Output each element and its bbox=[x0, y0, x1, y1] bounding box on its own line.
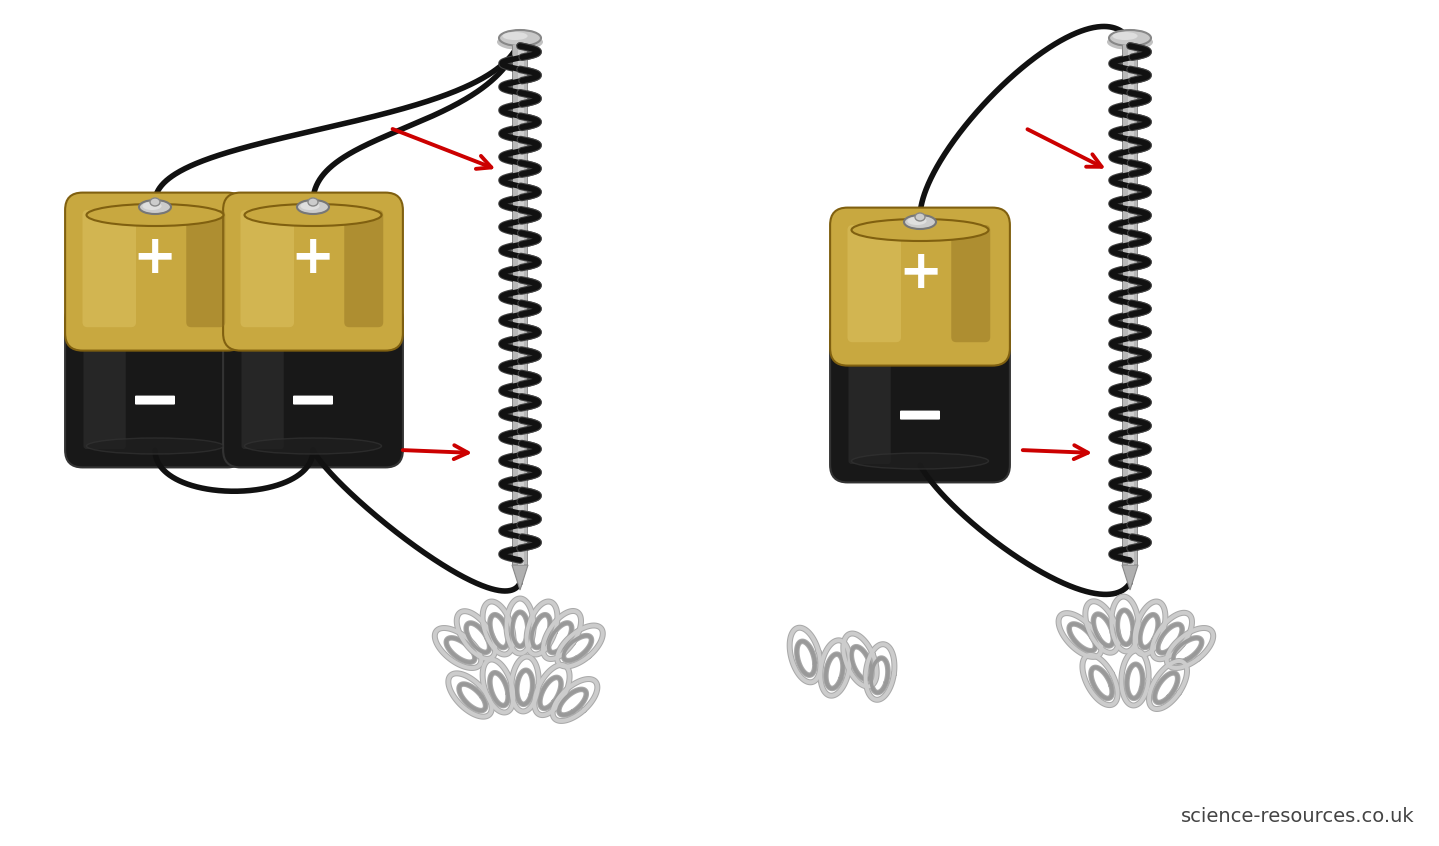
Ellipse shape bbox=[245, 204, 381, 226]
Ellipse shape bbox=[1112, 32, 1138, 40]
Ellipse shape bbox=[308, 198, 318, 206]
Ellipse shape bbox=[908, 217, 927, 225]
Ellipse shape bbox=[502, 32, 528, 40]
Ellipse shape bbox=[245, 438, 381, 454]
FancyBboxPatch shape bbox=[951, 225, 990, 342]
FancyBboxPatch shape bbox=[830, 318, 1010, 482]
Bar bbox=[1128, 46, 1134, 560]
Bar bbox=[518, 46, 524, 560]
FancyBboxPatch shape bbox=[82, 210, 137, 327]
Bar bbox=[1128, 45, 1134, 565]
Bar bbox=[1122, 46, 1137, 560]
Ellipse shape bbox=[499, 30, 541, 46]
Ellipse shape bbox=[1107, 34, 1153, 50]
Bar bbox=[1122, 45, 1125, 565]
FancyBboxPatch shape bbox=[83, 322, 125, 449]
Ellipse shape bbox=[852, 219, 989, 241]
FancyBboxPatch shape bbox=[344, 210, 383, 327]
Text: +: + bbox=[132, 233, 177, 284]
Ellipse shape bbox=[86, 438, 223, 454]
Bar bbox=[512, 45, 527, 565]
FancyBboxPatch shape bbox=[899, 410, 940, 420]
Ellipse shape bbox=[301, 202, 319, 210]
Ellipse shape bbox=[296, 200, 330, 214]
Bar bbox=[525, 45, 528, 565]
Ellipse shape bbox=[1109, 30, 1151, 46]
Polygon shape bbox=[512, 565, 528, 590]
Text: science-resources.co.uk: science-resources.co.uk bbox=[1181, 807, 1415, 826]
Ellipse shape bbox=[852, 453, 989, 469]
FancyBboxPatch shape bbox=[65, 303, 245, 467]
Bar bbox=[512, 45, 515, 565]
Bar bbox=[518, 45, 524, 565]
Ellipse shape bbox=[915, 213, 925, 221]
Ellipse shape bbox=[86, 204, 223, 226]
Bar bbox=[1135, 45, 1138, 565]
FancyBboxPatch shape bbox=[240, 210, 294, 327]
Text: +: + bbox=[291, 233, 335, 284]
FancyBboxPatch shape bbox=[294, 396, 332, 404]
FancyBboxPatch shape bbox=[65, 193, 245, 350]
Ellipse shape bbox=[140, 200, 171, 214]
Text: +: + bbox=[898, 247, 943, 299]
FancyBboxPatch shape bbox=[135, 396, 176, 404]
Ellipse shape bbox=[150, 198, 160, 206]
FancyBboxPatch shape bbox=[849, 338, 891, 464]
Ellipse shape bbox=[496, 34, 543, 50]
FancyBboxPatch shape bbox=[186, 210, 226, 327]
FancyBboxPatch shape bbox=[242, 322, 283, 449]
Bar bbox=[1122, 45, 1137, 565]
FancyBboxPatch shape bbox=[830, 207, 1010, 365]
FancyBboxPatch shape bbox=[848, 225, 901, 342]
Bar bbox=[512, 46, 527, 560]
FancyBboxPatch shape bbox=[223, 303, 403, 467]
FancyBboxPatch shape bbox=[223, 193, 403, 350]
Ellipse shape bbox=[904, 215, 935, 229]
Ellipse shape bbox=[142, 202, 161, 210]
Polygon shape bbox=[1122, 565, 1138, 590]
